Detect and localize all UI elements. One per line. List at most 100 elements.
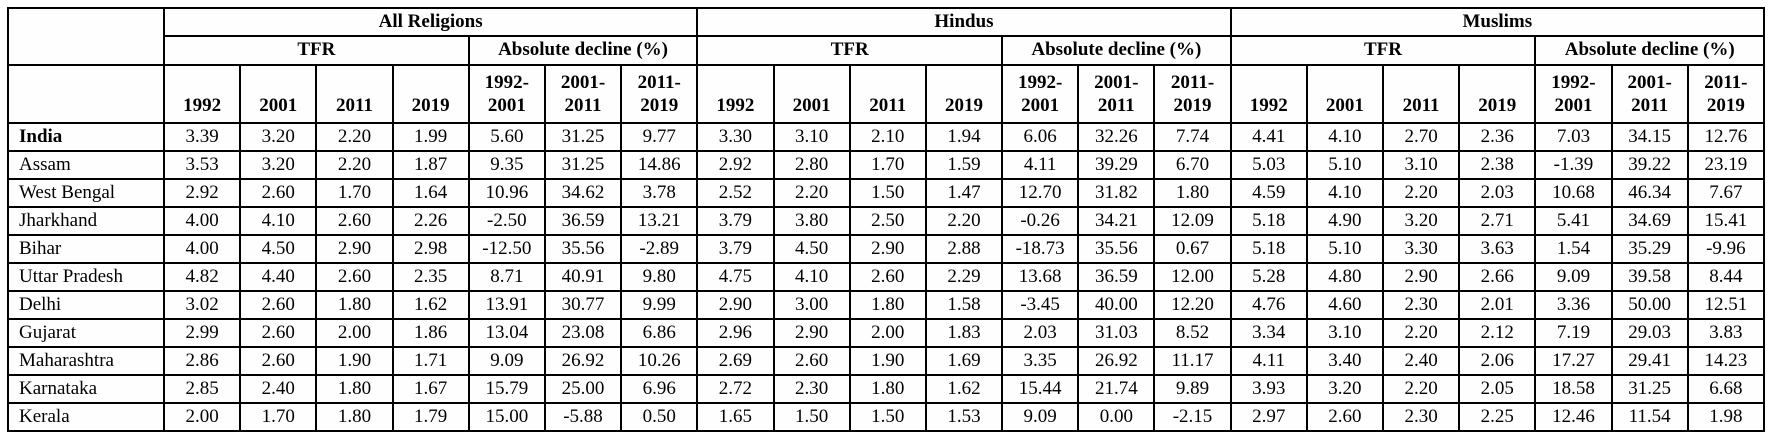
table-row: Kerala 2.00 1.70 1.80 1.79 15.00 -5.88 0.50 1.65… [7, 402, 1766, 432]
value-cell: 2.90 [848, 234, 927, 264]
value-cell: 1.70 [239, 402, 318, 432]
value-cell: 2.25 [1458, 402, 1537, 432]
table-row: Assam 3.53 3.20 2.20 1.87 9.35 31.25 14.86 2.92 2… [7, 150, 1766, 180]
value-cell: 1.90 [315, 346, 394, 376]
value-cell: 13.91 [467, 290, 546, 320]
year-header: 2001 [1305, 64, 1385, 124]
group-header-all-religions: All Religions [162, 7, 699, 37]
value-cell: 36.59 [543, 206, 623, 236]
year-header-row: 1992 2001 2011 2019 1992- 2001 2001- 201… [7, 64, 1766, 124]
value-cell: 3.40 [1305, 346, 1385, 376]
value-cell: 17.27 [1534, 346, 1613, 376]
value-cell: 9.89 [1153, 374, 1232, 404]
value-cell: -12.50 [467, 234, 546, 264]
value-cell: 2.35 [391, 262, 470, 292]
year-header: 2011 [315, 64, 394, 124]
value-cell: 4.75 [696, 262, 775, 292]
value-cell: 14.86 [620, 150, 699, 180]
value-cell: 1.53 [924, 402, 1004, 432]
value-cell: 31.25 [543, 122, 623, 152]
value-cell: 6.70 [1153, 150, 1232, 180]
value-cell: 40.00 [1077, 290, 1156, 320]
value-cell: 35.29 [1610, 234, 1689, 264]
value-cell: 13.68 [1001, 262, 1080, 292]
year-header: 2011 [848, 64, 927, 124]
value-cell: 2.60 [1305, 402, 1385, 432]
period-header: 2001- 2011 [1610, 64, 1689, 124]
value-cell: 34.62 [543, 178, 623, 208]
value-cell: 1.79 [391, 402, 470, 432]
value-cell: 32.26 [1077, 122, 1156, 152]
value-cell: 15.79 [467, 374, 546, 404]
value-cell: 6.06 [1001, 122, 1080, 152]
value-cell: 8.44 [1686, 262, 1766, 292]
value-cell: 2.20 [315, 150, 394, 180]
value-cell: 2.80 [772, 150, 851, 180]
value-cell: 36.59 [1077, 262, 1156, 292]
value-cell: 35.56 [1077, 234, 1156, 264]
value-cell: 2.00 [848, 318, 927, 348]
year-header: 1992 [162, 64, 242, 124]
period-header: 2001- 2011 [1077, 64, 1156, 124]
value-cell: 0.50 [620, 402, 699, 432]
tfr-header-all-religions: TFR [163, 35, 470, 66]
state-cell: India [7, 122, 165, 152]
value-cell: 1.80 [848, 374, 927, 404]
value-cell: 1.83 [924, 318, 1004, 348]
value-cell: 3.00 [772, 290, 851, 320]
value-cell: 3.10 [1381, 150, 1461, 180]
value-cell: 2.60 [239, 178, 318, 208]
table-row: West Bengal 2.92 2.60 1.70 1.64 10.96 34.62 3.7… [7, 178, 1766, 208]
table-row: Gujarat 2.99 2.60 2.00 1.86 13.04 23.08 6.86 2.9… [7, 318, 1766, 348]
value-cell: 1.50 [772, 402, 851, 432]
value-cell: 2.20 [772, 178, 851, 208]
state-cell: Maharashtra [7, 346, 165, 376]
value-cell: 2.88 [924, 234, 1004, 264]
value-cell: 3.93 [1229, 374, 1308, 404]
value-cell: 1.58 [924, 290, 1004, 320]
value-cell: 2.92 [696, 150, 775, 180]
value-cell: 2.00 [162, 402, 242, 432]
value-cell: 2.20 [1381, 318, 1461, 348]
value-cell: 0.00 [1077, 402, 1156, 432]
state-cell: Karnataka [7, 374, 165, 404]
value-cell: 9.09 [1534, 262, 1613, 292]
value-cell: 18.58 [1534, 374, 1613, 404]
year-header: 2011 [1381, 64, 1461, 124]
value-cell: 4.10 [239, 206, 318, 236]
value-cell: 3.83 [1686, 318, 1766, 348]
value-cell: 12.00 [1153, 262, 1232, 292]
value-cell: 4.11 [1229, 346, 1308, 376]
value-cell: 31.82 [1077, 178, 1156, 208]
value-cell: 2.86 [162, 346, 242, 376]
table-row: Karnataka 2.85 2.40 1.80 1.67 15.79 25.00 6.96 2… [7, 374, 1766, 404]
value-cell: 1.87 [391, 150, 470, 180]
value-cell: 1.59 [924, 150, 1004, 180]
value-cell: 12.46 [1534, 402, 1613, 432]
value-cell: 2.20 [1381, 374, 1461, 404]
value-cell: 9.99 [620, 290, 699, 320]
value-cell: 3.63 [1458, 234, 1537, 264]
state-cell: Bihar [7, 234, 165, 264]
value-cell: 15.44 [1001, 374, 1080, 404]
value-cell: 1.80 [315, 374, 394, 404]
value-cell: 1.62 [391, 290, 470, 320]
value-cell: 1.80 [1153, 178, 1232, 208]
value-cell: 9.77 [620, 122, 699, 152]
value-cell: 5.18 [1229, 206, 1308, 236]
table-body: India 3.39 3.20 2.20 1.99 5.60 31.25 9.77 3.30 3.… [7, 122, 1766, 432]
value-cell: 2.66 [1458, 262, 1537, 292]
value-cell: 5.60 [467, 122, 546, 152]
value-cell: 46.34 [1610, 178, 1689, 208]
value-cell: 2.72 [696, 374, 775, 404]
value-cell: 2.97 [1229, 402, 1308, 432]
table-row: India 3.39 3.20 2.20 1.99 5.60 31.25 9.77 3.30 3.… [7, 122, 1766, 152]
value-cell: 50.00 [1610, 290, 1689, 320]
value-cell: 2.69 [696, 346, 775, 376]
period-header: 1992- 2001 [1534, 64, 1613, 124]
value-cell: 4.00 [162, 206, 242, 236]
value-cell: 31.25 [543, 150, 623, 180]
value-cell: 39.29 [1077, 150, 1156, 180]
value-cell: 34.69 [1610, 206, 1689, 236]
group-header-muslims: Muslims [1229, 7, 1766, 37]
